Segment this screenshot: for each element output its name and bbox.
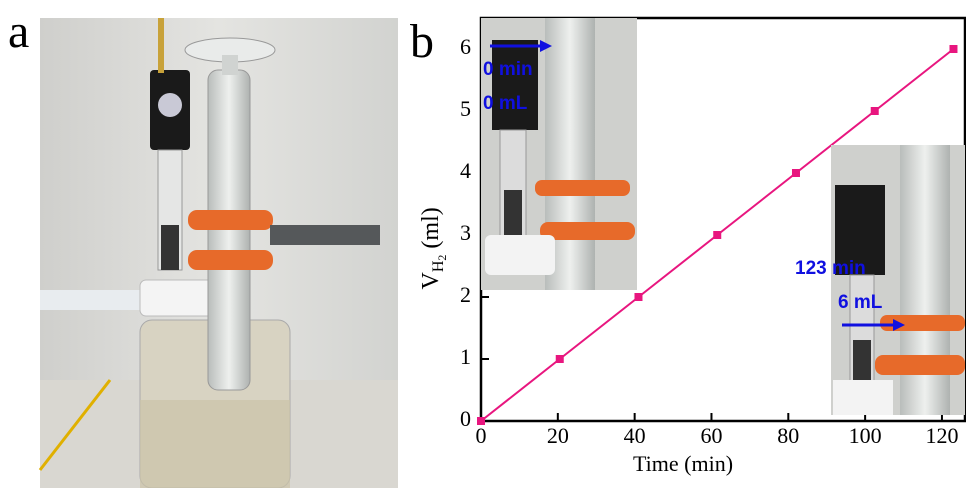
inset-photo [831, 145, 965, 415]
data-point [713, 231, 722, 239]
inset-label: 0 min [483, 59, 533, 80]
x-tick-label: 60 [700, 423, 722, 448]
inset-label: 0 mL [483, 93, 528, 114]
data-point [477, 417, 485, 425]
x-tick-label: 20 [547, 423, 569, 448]
data-point [949, 45, 958, 53]
x-tick-label: 80 [777, 423, 799, 448]
x-tick-label: 100 [849, 423, 882, 448]
y-tick-label: 6 [460, 34, 471, 59]
inset-label: 123 min [795, 258, 866, 279]
panel-label: b [410, 15, 434, 68]
y-tick-label: 3 [460, 220, 471, 245]
x-tick-label: 40 [624, 423, 646, 448]
y-axis-label-part: H [430, 260, 447, 272]
y-axis-label-part: (ml) [418, 207, 444, 248]
data-point [634, 293, 643, 301]
data-point [870, 107, 879, 115]
panel-label: a [8, 5, 29, 58]
photo-a [38, 18, 398, 489]
y-tick-label: 0 [460, 406, 471, 431]
y-tick-label: 4 [460, 158, 471, 183]
inset-photo [481, 18, 637, 290]
y-tick-label: 1 [460, 344, 471, 369]
y-tick-label: 5 [460, 96, 471, 121]
y-tick-label: 2 [460, 282, 471, 307]
y-axis-label-part: 2 [435, 255, 449, 261]
data-point [555, 355, 564, 363]
y-axis-label-part: V [418, 272, 444, 290]
data-point [791, 169, 800, 177]
x-tick-label: 120 [925, 423, 958, 448]
inset-label: 6 mL [838, 292, 883, 313]
x-tick-label: 0 [476, 423, 487, 448]
x-axis-label: Time (min) [633, 451, 733, 476]
y-axis-label: VH2 (ml) [418, 207, 449, 289]
